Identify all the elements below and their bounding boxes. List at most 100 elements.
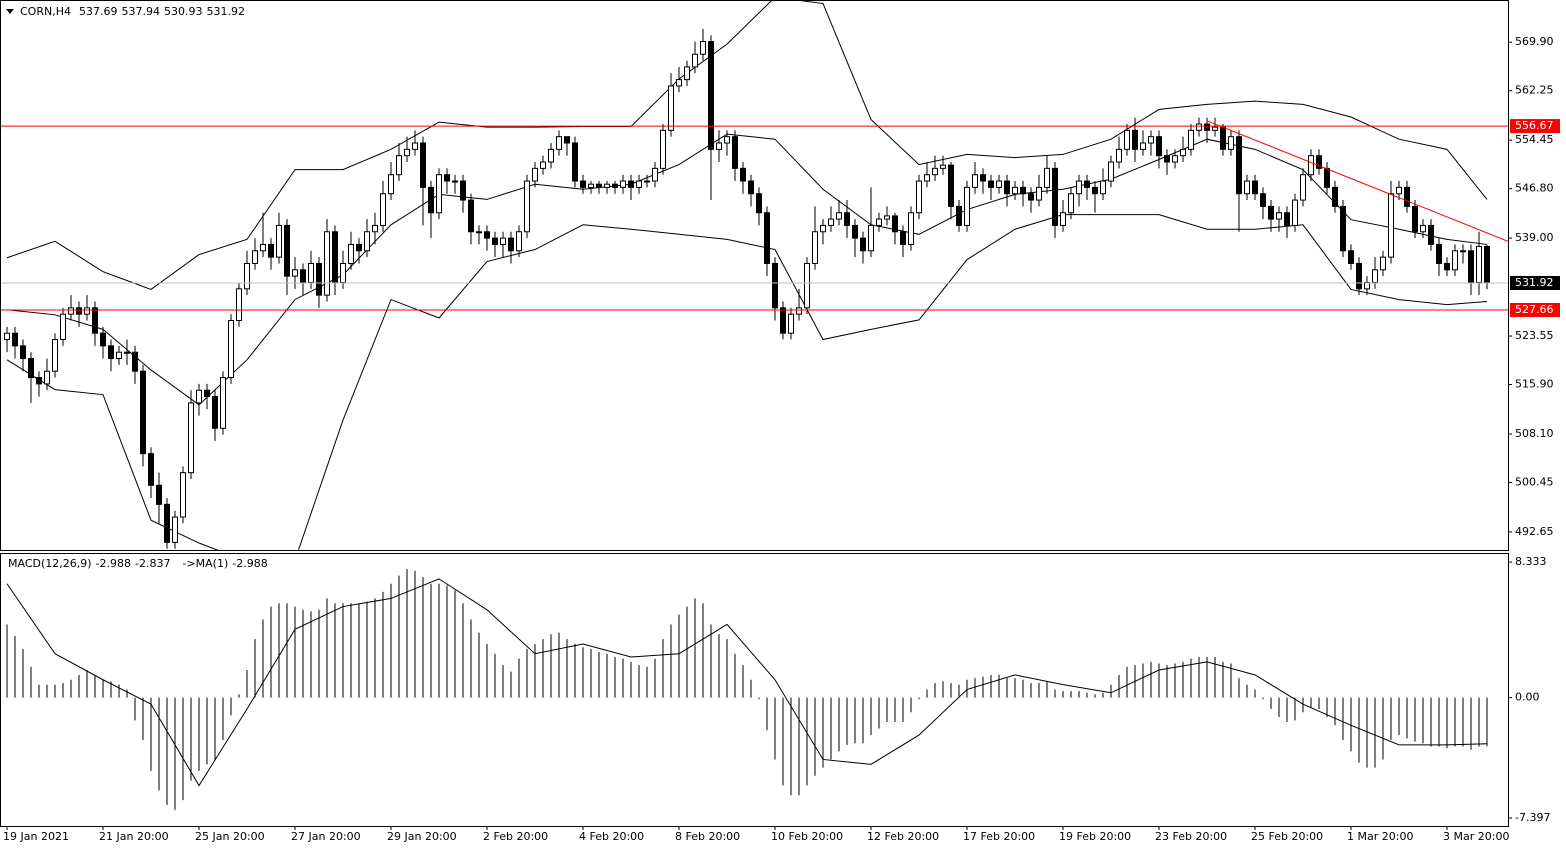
level-box	[1510, 119, 1560, 134]
x-tick-label: 21 Jan 20:00	[99, 830, 169, 843]
candle-body	[1444, 262, 1450, 271]
header-high: 537.94	[121, 5, 160, 18]
candle-body	[68, 307, 74, 315]
x-tick-label: 27 Jan 20:00	[291, 830, 361, 843]
candle-body	[1292, 199, 1298, 226]
candle-body	[396, 155, 402, 176]
candle-body	[260, 243, 266, 252]
candle-body	[364, 231, 370, 252]
candle-body	[1092, 186, 1098, 195]
candle-body	[44, 370, 50, 385]
candle-body	[1116, 148, 1122, 163]
candle-body	[308, 262, 314, 283]
candle-body	[164, 503, 170, 543]
candle-body	[1372, 269, 1378, 283]
candle-body	[1284, 212, 1290, 226]
candle-body	[1172, 155, 1178, 163]
candle-body	[284, 224, 290, 277]
y-tick-label: 569.90	[1515, 35, 1554, 48]
candle-body	[140, 370, 146, 455]
candle-body	[468, 199, 474, 233]
candle-body	[620, 180, 626, 188]
candle-body	[572, 142, 578, 182]
candle-body	[516, 231, 522, 252]
candle-body	[724, 136, 730, 144]
level-label: 527.66	[1515, 303, 1554, 316]
candle-body	[124, 351, 130, 354]
candle-body	[1180, 148, 1186, 157]
x-tick-label: 3 Mar 20:00	[1443, 830, 1509, 843]
candle-body	[796, 307, 802, 315]
candle-body	[1388, 193, 1394, 258]
candle-body	[596, 183, 602, 188]
last-price-label: 531.92	[1515, 276, 1554, 289]
candle-body	[340, 262, 346, 283]
candle-body	[412, 142, 418, 150]
candle-body	[588, 183, 594, 188]
y-tick-label: 8.333	[1515, 555, 1547, 568]
candle-body	[1476, 245, 1482, 283]
candle-body	[172, 516, 178, 543]
candle-body	[1316, 155, 1322, 169]
candle-body	[1188, 129, 1194, 150]
candle-body	[804, 262, 810, 309]
candle-body	[876, 218, 882, 226]
candle-body	[1084, 180, 1090, 188]
candle-body	[668, 85, 674, 131]
candle-body	[980, 174, 986, 182]
level-box	[1510, 302, 1560, 317]
candle-body	[644, 180, 650, 183]
candle-body	[1196, 123, 1202, 131]
candle-body	[100, 332, 106, 347]
x-tick-label: 4 Feb 20:00	[579, 830, 644, 843]
candle-body	[1012, 186, 1018, 195]
candle-body	[1228, 136, 1234, 150]
candle-body	[1076, 180, 1082, 195]
candle-body	[1332, 186, 1338, 207]
candle-body	[148, 453, 154, 486]
candle-body	[924, 174, 930, 182]
candle-body	[684, 66, 690, 81]
signal-line	[6, 578, 1488, 787]
candle-body	[996, 180, 1002, 188]
candle-body	[740, 167, 746, 182]
candle-body	[812, 231, 818, 264]
candle-body	[1212, 126, 1218, 131]
price-plot	[1, 1, 1508, 550]
candle-body	[860, 237, 866, 252]
candle-body	[1412, 205, 1418, 233]
candle-body	[196, 389, 202, 404]
candle-body	[292, 269, 298, 277]
candle-body	[204, 389, 210, 398]
candle-body	[1204, 123, 1210, 131]
candle-body	[852, 224, 858, 239]
candle-body	[1468, 250, 1474, 283]
candle-body	[612, 183, 618, 188]
ma-title: ->MA(1)	[182, 557, 228, 570]
menu-arrow[interactable]	[6, 9, 14, 14]
candle-body	[452, 180, 458, 183]
candle-body	[892, 215, 898, 233]
candle-body	[1164, 155, 1170, 163]
candle-body	[972, 174, 978, 188]
macd-plot	[6, 569, 1488, 810]
candle-body	[268, 243, 274, 258]
candle-body	[1004, 180, 1010, 195]
y-tick-label: 500.45	[1515, 475, 1554, 488]
candle-body	[332, 231, 338, 283]
candle-body	[964, 186, 970, 226]
candle-body	[132, 351, 138, 372]
y-tick-label: 508.10	[1515, 427, 1554, 440]
candle-body	[708, 41, 714, 150]
header-low: 530.93	[164, 5, 203, 18]
candle-body	[692, 53, 698, 68]
candle-body	[676, 79, 682, 87]
candle-body	[1044, 167, 1050, 188]
candle-body	[388, 174, 394, 195]
candle-body	[1108, 161, 1114, 182]
candle-body	[1484, 245, 1490, 284]
candle-body	[508, 237, 514, 252]
candle-body	[1260, 193, 1266, 207]
